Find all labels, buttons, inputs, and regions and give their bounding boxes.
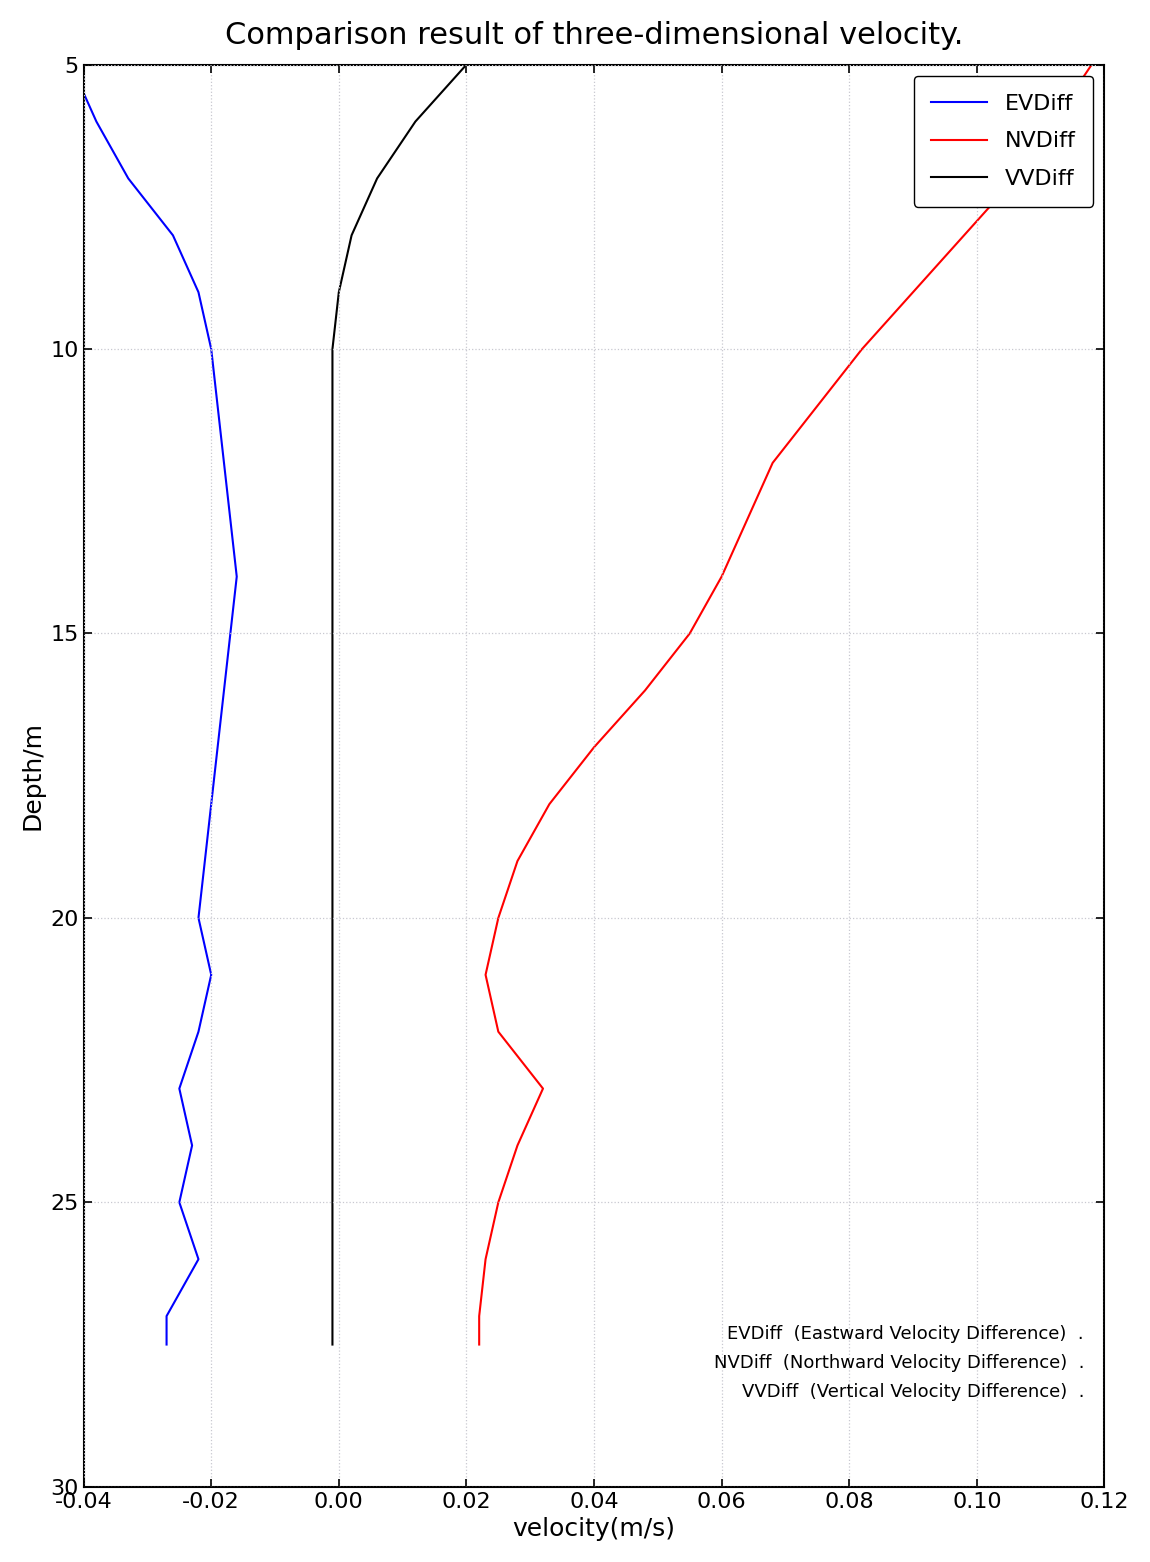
- VVDiff: [345, 226, 359, 245]
- NVDiff: [856, 339, 869, 358]
- Y-axis label: Depth/m: Depth/m: [21, 722, 45, 831]
- VVDiff: [325, 1136, 339, 1154]
- EVDiff: [205, 795, 218, 814]
- VVDiff: [325, 625, 339, 644]
- VVDiff: [325, 681, 339, 700]
- VVDiff: [325, 453, 339, 472]
- NVDiff: [906, 283, 920, 301]
- VVDiff: [325, 1250, 339, 1268]
- EVDiff: [122, 169, 136, 187]
- NVDiff: [811, 397, 825, 415]
- VVDiff: [370, 169, 384, 187]
- EVDiff: [192, 1022, 206, 1040]
- EVDiff: [160, 1307, 174, 1326]
- EVDiff: [230, 567, 244, 586]
- EVDiff: [192, 909, 206, 928]
- EVDiff: [192, 283, 206, 301]
- NVDiff: [1009, 169, 1022, 187]
- NVDiff: [543, 795, 557, 814]
- VVDiff: [332, 283, 346, 301]
- NVDiff: [491, 1022, 505, 1040]
- VVDiff: [325, 737, 339, 756]
- EVDiff: [223, 511, 237, 530]
- VVDiff: [325, 1307, 339, 1326]
- NVDiff: [478, 1250, 492, 1268]
- VVDiff: [325, 1336, 339, 1354]
- EVDiff: [205, 965, 218, 984]
- NVDiff: [478, 965, 492, 984]
- NVDiff: [741, 511, 754, 530]
- NVDiff: [511, 1136, 524, 1154]
- NVDiff: [511, 851, 524, 870]
- VVDiff: [325, 851, 339, 870]
- NVDiff: [957, 226, 971, 245]
- NVDiff: [491, 909, 505, 928]
- VVDiff: [325, 339, 339, 358]
- NVDiff: [766, 453, 780, 472]
- VVDiff: [325, 567, 339, 586]
- NVDiff: [473, 1307, 486, 1326]
- NVDiff: [683, 625, 697, 644]
- VVDiff: [325, 1022, 339, 1040]
- NVDiff: [1084, 55, 1098, 73]
- EVDiff: [205, 339, 218, 358]
- Title: Comparison result of three-dimensional velocity.: Comparison result of three-dimensional v…: [225, 20, 964, 50]
- NVDiff: [536, 1079, 550, 1098]
- VVDiff: [325, 965, 339, 984]
- NVDiff: [491, 1193, 505, 1212]
- EVDiff: [210, 737, 224, 756]
- NVDiff: [714, 567, 728, 586]
- VVDiff: [325, 511, 339, 530]
- VVDiff: [408, 112, 422, 131]
- Text: EVDiff  (Eastward Velocity Difference)  .
NVDiff  (Northward Velocity Difference: EVDiff (Eastward Velocity Difference) . …: [713, 1325, 1084, 1401]
- Line: VVDiff: VVDiff: [332, 64, 467, 1345]
- Line: EVDiff: EVDiff: [71, 64, 237, 1345]
- EVDiff: [223, 625, 237, 644]
- EVDiff: [90, 112, 104, 131]
- EVDiff: [172, 1193, 186, 1212]
- EVDiff: [185, 1136, 199, 1154]
- EVDiff: [198, 851, 212, 870]
- NVDiff: [1046, 112, 1060, 131]
- EVDiff: [210, 397, 224, 415]
- VVDiff: [325, 909, 339, 928]
- VVDiff: [460, 55, 474, 73]
- VVDiff: [325, 1079, 339, 1098]
- EVDiff: [64, 55, 78, 73]
- EVDiff: [166, 226, 179, 245]
- EVDiff: [160, 1336, 174, 1354]
- EVDiff: [172, 1079, 186, 1098]
- VVDiff: [325, 795, 339, 814]
- NVDiff: [638, 681, 652, 700]
- X-axis label: velocity(m/s): velocity(m/s): [513, 1517, 675, 1542]
- NVDiff: [473, 1336, 486, 1354]
- VVDiff: [325, 1193, 339, 1212]
- Line: NVDiff: NVDiff: [480, 64, 1091, 1345]
- NVDiff: [588, 737, 601, 756]
- EVDiff: [192, 1250, 206, 1268]
- EVDiff: [217, 453, 231, 472]
- EVDiff: [217, 681, 231, 700]
- VVDiff: [325, 397, 339, 415]
- Legend: EVDiff, NVDiff, VVDiff: EVDiff, NVDiff, VVDiff: [913, 77, 1094, 206]
